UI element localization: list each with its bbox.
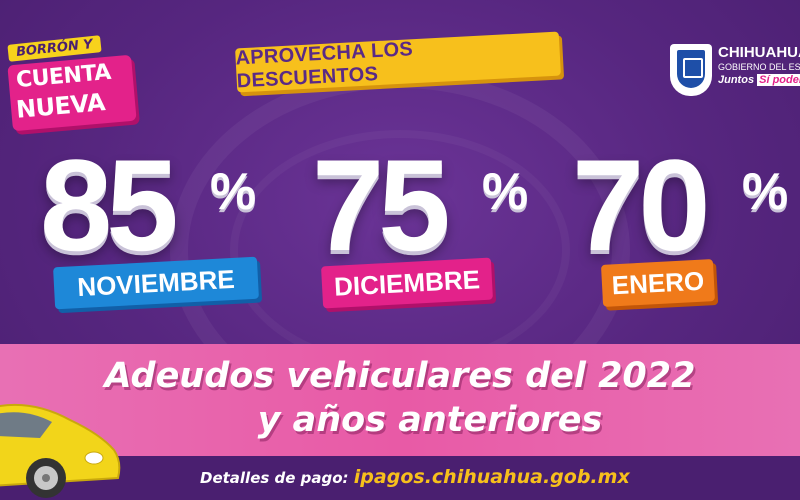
- main-headline-line-1: Adeudos vehiculares del 2022: [104, 356, 696, 396]
- discount-november: 85 % NOVIEMBRE: [40, 140, 290, 310]
- discount-value: 85: [40, 132, 179, 278]
- discount-value: 70: [572, 132, 711, 278]
- discount-month-label: ENERO: [600, 259, 716, 307]
- main-headline: Adeudos vehiculares del 2022 y años ante…: [0, 354, 800, 442]
- shield-inner: [677, 50, 705, 88]
- payment-details: Detalles de pago: ipagos.chihuahua.gob.m…: [200, 466, 760, 488]
- discount-percent-sign: %: [742, 163, 789, 221]
- logo-slogan-a: Juntos: [718, 74, 755, 86]
- discount-value: 75: [312, 132, 451, 278]
- discount-percent-sign: %: [482, 163, 529, 221]
- logo-subtitle: GOBIERNO DEL ESTADO: [718, 62, 800, 72]
- discount-month-label: DICIEMBRE: [321, 257, 493, 309]
- discount-percent-sign: %: [210, 163, 257, 221]
- car-illustration-icon: [0, 403, 121, 498]
- payment-url-link[interactable]: ipagos.chihuahua.gob.mx: [353, 466, 630, 488]
- discount-january: 70 % ENERO: [572, 140, 800, 310]
- promo-headline: APROVECHA LOS DESCUENTOS: [235, 31, 561, 92]
- footer-bar: [0, 456, 800, 500]
- headline-band: [0, 344, 800, 456]
- main-headline-line-2: y años anteriores: [257, 400, 603, 440]
- state-logo: CHIHUAHUA GOBIERNO DEL ESTADO Juntos Sí …: [668, 44, 800, 100]
- logo-name: CHIHUAHUA: [718, 44, 800, 61]
- payment-details-label: Detalles de pago:: [200, 469, 349, 487]
- logo-slogan-b: Sí podemos: [757, 74, 800, 86]
- borron-badge: BORRÓN Y CUENTA NUEVA: [6, 35, 137, 132]
- logo-slogan: Juntos Sí podemos: [718, 74, 800, 86]
- discount-december: 75 % DICIEMBRE: [312, 140, 562, 310]
- state-shield-icon: [670, 44, 712, 96]
